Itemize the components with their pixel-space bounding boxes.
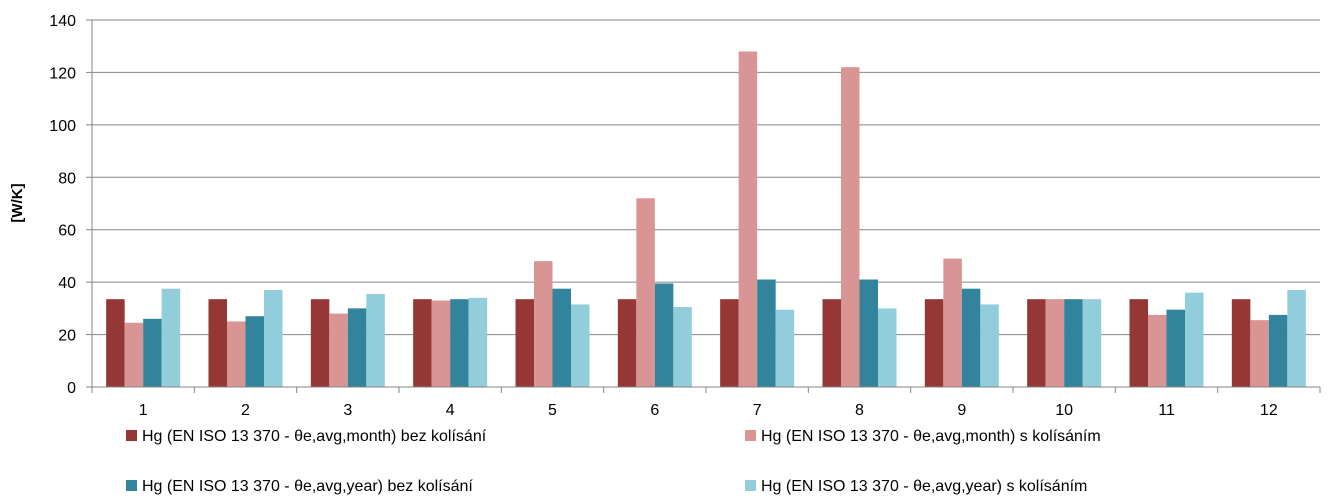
bar: [468, 297, 488, 387]
bar: [106, 299, 125, 387]
legend-label: Hg (EN ISO 13 370 - θe,avg,year) bez kol…: [142, 478, 473, 495]
bar: [245, 316, 264, 387]
bar: [161, 288, 181, 387]
y-tick-label: 40: [58, 275, 76, 292]
x-tick-label: 2: [241, 402, 250, 419]
bar: [208, 299, 227, 387]
bar: [720, 299, 739, 387]
bar: [329, 313, 348, 387]
bar: [1045, 299, 1065, 387]
bars: [106, 51, 1306, 388]
bar: [943, 258, 962, 387]
bar: [143, 318, 162, 387]
x-tick-label: 7: [753, 402, 762, 419]
bar: [264, 290, 283, 387]
bar: [552, 288, 571, 387]
bar: [738, 51, 758, 388]
bar: [1082, 299, 1102, 387]
bar: [124, 322, 144, 387]
bar: [841, 67, 860, 387]
x-tick-label: 5: [548, 402, 557, 419]
legend-swatch: [745, 430, 756, 441]
x-tick-label: 9: [957, 402, 966, 419]
legend-swatch: [126, 480, 137, 491]
x-tick-label: 8: [855, 402, 864, 419]
y-axis-title: [W/K]: [9, 183, 26, 222]
y-tick-label: 140: [49, 13, 76, 30]
bar: [347, 308, 367, 387]
gridlines: [92, 19, 1320, 336]
bar: [534, 261, 553, 387]
bar: [654, 283, 674, 387]
bar: [775, 309, 795, 387]
legend-label: Hg (EN ISO 13 370 - θe,avg,month) s kolí…: [761, 428, 1101, 445]
bar: [310, 299, 330, 387]
y-tick-label: 120: [49, 65, 76, 82]
bar: [1287, 290, 1306, 387]
bar: [1231, 299, 1251, 387]
bar: [980, 304, 999, 387]
bar: [366, 293, 385, 387]
bar: [924, 299, 944, 387]
bar: [1027, 299, 1046, 387]
bar: [227, 321, 246, 387]
bar: [878, 308, 897, 387]
bar: [413, 299, 432, 387]
bar: [515, 299, 534, 387]
x-tick-label: 4: [446, 402, 455, 419]
x-tick-label: 1: [139, 402, 148, 419]
bar: [1064, 299, 1083, 387]
bar: [571, 304, 590, 387]
bar: [636, 198, 655, 387]
legend: Hg (EN ISO 13 370 - θe,avg,month) bez ko…: [126, 428, 1101, 495]
bar: [1129, 299, 1148, 387]
y-tick-label: 60: [58, 223, 76, 240]
y-tick-label: 80: [58, 170, 76, 187]
bar: [1185, 292, 1204, 387]
y-tick-label: 100: [49, 118, 76, 135]
x-tick-label: 11: [1158, 402, 1175, 419]
bar: [822, 299, 841, 387]
x-tick-label: 10: [1055, 402, 1073, 419]
bar: [617, 299, 637, 387]
bar: [431, 300, 451, 387]
bar: [673, 307, 692, 387]
legend-label: Hg (EN ISO 13 370 - θe,avg,month) bez ko…: [142, 428, 487, 445]
bar: [859, 279, 878, 387]
x-tick-label: 6: [650, 402, 659, 419]
bar: [450, 299, 469, 387]
legend-label: Hg (EN ISO 13 370 - θe,avg,year) s kolís…: [761, 478, 1087, 495]
y-tick-label: 20: [58, 328, 76, 345]
x-tick-label: 3: [343, 402, 352, 419]
bar: [1148, 314, 1167, 387]
legend-swatch: [745, 480, 756, 491]
bar: [1250, 320, 1269, 387]
bar: [961, 288, 981, 387]
bar: [1166, 309, 1185, 387]
x-tick-label: 12: [1260, 402, 1278, 419]
legend-swatch: [126, 430, 137, 441]
y-tick-label: 0: [67, 380, 76, 397]
axes: [86, 19, 1321, 393]
bar: [757, 279, 776, 387]
bar: [1268, 314, 1288, 387]
